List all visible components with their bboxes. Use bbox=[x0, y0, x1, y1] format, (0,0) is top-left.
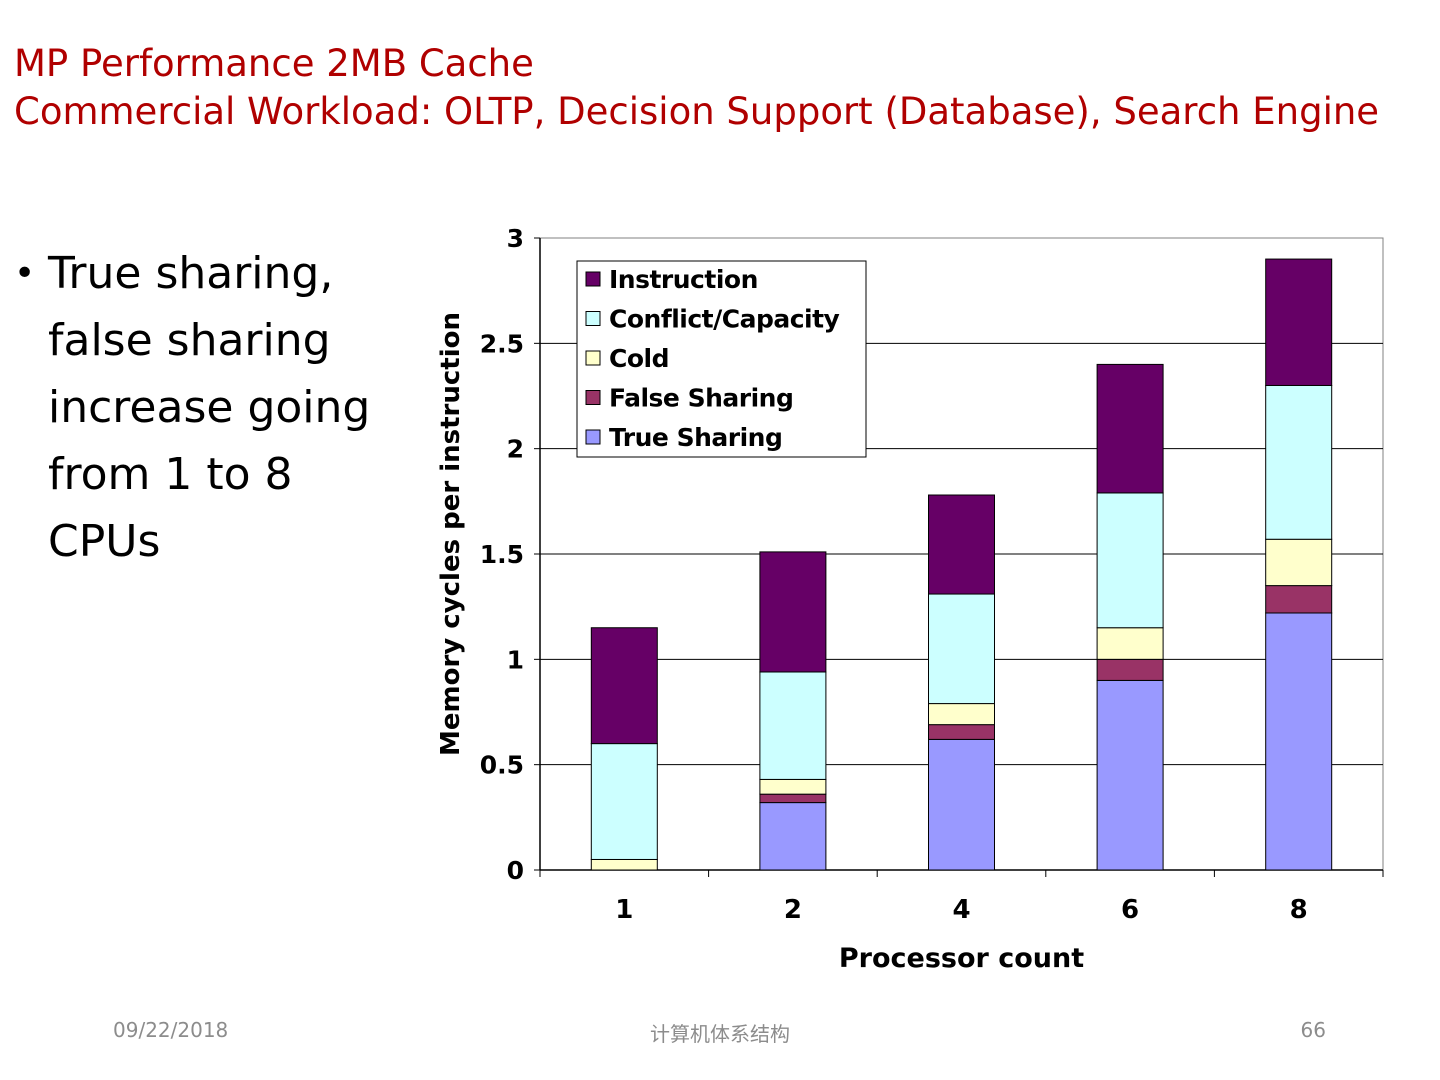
legend-label: True Sharing bbox=[609, 423, 782, 452]
y-tick-label: 0 bbox=[507, 856, 524, 885]
legend-label: Conflict/Capacity bbox=[609, 305, 840, 334]
legend-swatch bbox=[585, 390, 601, 405]
legend-label: Instruction bbox=[609, 265, 758, 294]
bar-segment-true-sharing bbox=[1265, 612, 1333, 871]
bullet-dot-icon: • bbox=[14, 253, 36, 294]
x-tick-label: 8 bbox=[1290, 895, 1308, 925]
bar-segment-conflict-capacity bbox=[1265, 384, 1333, 540]
bar-segment-cold bbox=[759, 778, 827, 795]
legend-label: Cold bbox=[609, 344, 669, 373]
bar-segment-true-sharing bbox=[1096, 679, 1164, 871]
bar-segment-instruction bbox=[1265, 258, 1333, 386]
y-tick-label: 0.5 bbox=[480, 751, 524, 780]
bar-segment-true-sharing bbox=[928, 738, 995, 871]
bar-segment-instruction bbox=[1096, 363, 1164, 494]
legend-swatch bbox=[585, 271, 601, 287]
footer-page-number: 66 bbox=[1300, 1018, 1326, 1042]
footer-course-title: 计算机体系结构 bbox=[650, 1022, 790, 1046]
y-tick-label: 3 bbox=[507, 224, 524, 253]
bar-segment-false-sharing bbox=[759, 793, 827, 804]
x-tick-label: 1 bbox=[615, 895, 633, 925]
bar-segment-conflict-capacity bbox=[928, 593, 995, 705]
bar-segment-instruction bbox=[759, 551, 827, 673]
x-tick-label: 6 bbox=[1121, 895, 1139, 925]
x-tick-label: 2 bbox=[784, 895, 802, 925]
legend-label: False Sharing bbox=[609, 384, 793, 413]
y-tick-label: 1 bbox=[507, 645, 524, 674]
bar-segment-cold bbox=[590, 858, 658, 871]
slide-title-line2: Commercial Workload: OLTP, Decision Supp… bbox=[14, 90, 1380, 133]
bullet-text: True sharing, false sharing increase goi… bbox=[48, 248, 371, 567]
legend-swatch bbox=[585, 311, 601, 326]
y-tick-label: 1.5 bbox=[480, 540, 524, 569]
y-tick-label: 2 bbox=[507, 435, 524, 464]
slide-title: MP Performance 2MB Cache Commercial Work… bbox=[14, 40, 1424, 136]
bar-segment-cold bbox=[928, 703, 995, 726]
bar-segment-conflict-capacity bbox=[1096, 492, 1164, 629]
bar-segment-cold bbox=[1265, 538, 1333, 587]
x-axis-title: Processor count bbox=[839, 943, 1084, 974]
slide-title-line1: MP Performance 2MB Cache bbox=[14, 42, 534, 85]
x-tick-label: 4 bbox=[952, 895, 970, 925]
legend-box bbox=[576, 260, 867, 458]
bar-segment-false-sharing bbox=[928, 724, 995, 740]
bar-segment-instruction bbox=[590, 627, 658, 745]
legend-swatch bbox=[585, 429, 601, 445]
legend-swatch bbox=[585, 350, 601, 366]
footer-date: 09/22/2018 bbox=[113, 1018, 229, 1042]
stacked-bar-chart: 0 0.5 1 1.5 2 2.5 3 1 2 4 6 8 Processor count Memory … bbox=[436, 224, 1384, 974]
bar-segment-conflict-capacity bbox=[759, 671, 827, 780]
bar-segment-instruction bbox=[928, 494, 995, 595]
bar-segment-false-sharing bbox=[1096, 658, 1164, 681]
bullet-list: • True sharing, false sharing increase g… bbox=[14, 240, 394, 575]
y-axis-title: Memory cycles per instruction bbox=[436, 312, 466, 756]
y-tick-label: 2.5 bbox=[480, 329, 524, 358]
bullet-item: • True sharing, false sharing increase g… bbox=[14, 240, 394, 575]
bar-segment-false-sharing bbox=[1265, 585, 1333, 614]
bar-segment-true-sharing bbox=[759, 802, 827, 871]
bar-segment-conflict-capacity bbox=[590, 743, 658, 860]
bar-segment-cold bbox=[1096, 627, 1164, 660]
